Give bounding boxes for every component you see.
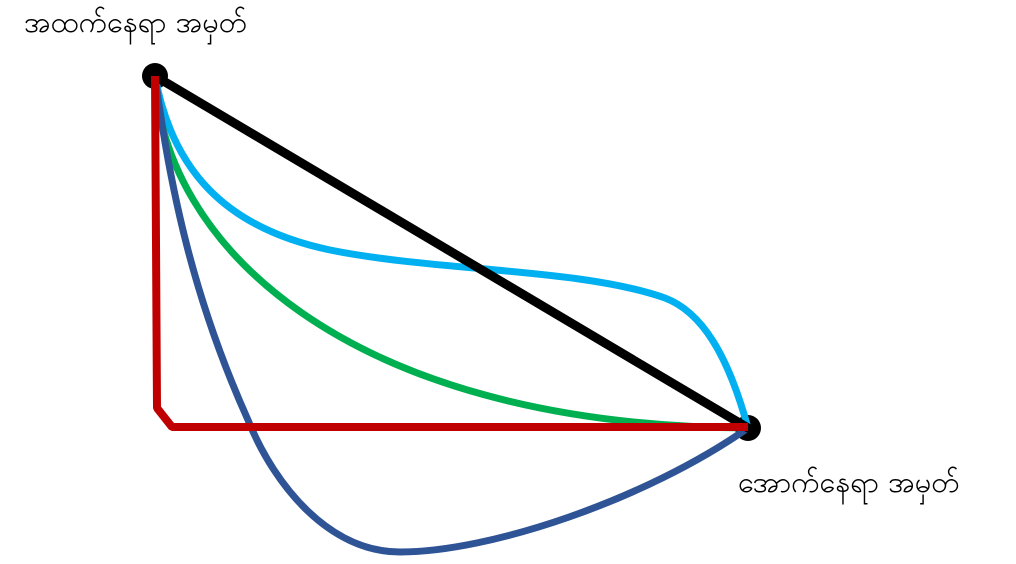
straight-line-path [150,71,753,433]
lower-point-label: အောက်နေရာ အမှတ် [738,465,960,499]
right-angle-path [151,75,748,431]
upper-point-label: အထက်နေရာ အမှတ် [24,5,248,39]
overshoot-curve-path [151,72,752,556]
